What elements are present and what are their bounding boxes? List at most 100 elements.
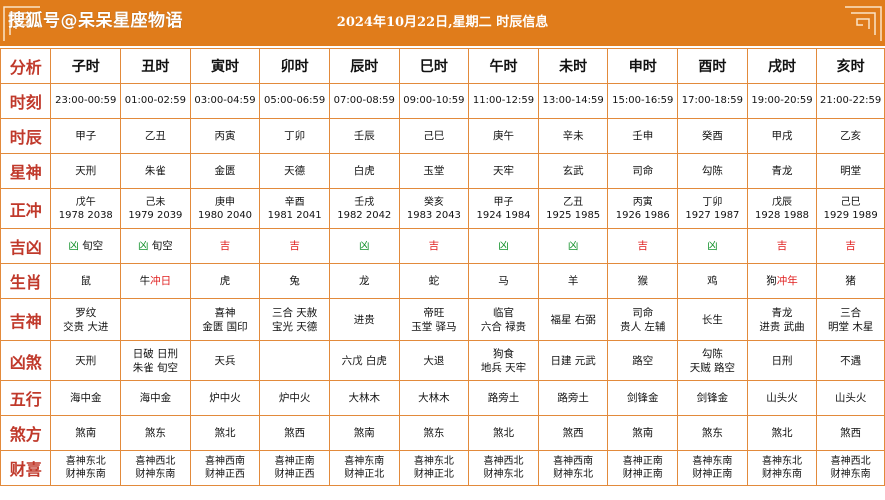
cell-jixiong: 吉	[816, 228, 885, 264]
zhengchong-line: 1978 2038	[58, 209, 113, 221]
xiongsha-line: 狗食	[493, 347, 515, 360]
jishen-line: 临官	[493, 306, 515, 319]
shengxiao-mark: 猴	[637, 275, 649, 287]
caixi-line: 财神正西	[205, 469, 246, 480]
caixi-line: 喜神东南	[344, 456, 385, 467]
cell-shichen: 乙亥	[816, 118, 885, 154]
cell-xiongsha: 不遇	[816, 340, 885, 381]
cell-shengxiao: 蛇	[398, 263, 470, 299]
cell-zhengchong: 丁卯 1927 1987	[677, 188, 748, 229]
row-time: 时刻 23:00-00:59 01:00-02:59 03:00-04:59 05:00…	[0, 83, 885, 119]
jixiong-mark: 凶	[68, 240, 79, 252]
cell-time: 21:00-22:59	[816, 83, 885, 119]
caixi-line: 财神正南	[622, 469, 663, 480]
cell-zhengchong: 庚申 1980 2040	[189, 188, 261, 229]
cell-name: 未时	[537, 48, 609, 84]
zhengchong-line: 1926 1986	[615, 209, 670, 221]
cell-shafang: 煞北	[746, 415, 818, 451]
cell-jixiong: 凶	[677, 228, 748, 264]
jishen-line: 宝光 天德	[271, 320, 318, 333]
jishen-line: 交贵 大进	[63, 320, 109, 333]
caixi-line: 财神正南	[692, 469, 733, 480]
cell-jishen: 福星 右弼	[537, 298, 609, 341]
cell-caixi: 喜神西北 财神东北	[468, 450, 539, 486]
cell-wuxing: 海中金	[50, 380, 122, 416]
row-label: 五行	[0, 380, 52, 416]
cell-jixiong: 凶	[328, 228, 400, 264]
caixi-line: 财神东北	[553, 469, 594, 480]
cell-xingshen: 玄武	[537, 153, 609, 189]
jixiong-mark: 吉	[637, 240, 649, 252]
cell-xiongsha	[259, 340, 330, 381]
cell-shafang: 煞西	[537, 415, 609, 451]
xiongsha-line: 地兵 天牢	[480, 361, 527, 374]
shengxiao-mark: 冲日	[150, 275, 172, 287]
cell-wuxing: 山头火	[816, 380, 885, 416]
cell-jixiong: 吉	[259, 228, 330, 264]
corner-ornament-left-icon	[3, 6, 40, 41]
zhengchong-line: 己巳	[840, 196, 861, 208]
cell-xiongsha: 大退	[398, 340, 470, 381]
cell-jishen: 青龙 进贵 武曲	[746, 298, 818, 341]
shengxiao-mark: 蛇	[428, 275, 440, 287]
cell-shafang: 煞北	[468, 415, 539, 451]
jishen-line: 三合	[840, 306, 862, 319]
xiongsha-line: 日建 元武	[550, 354, 596, 367]
cell-name: 寅时	[189, 48, 261, 84]
cell-zhengchong: 癸亥 1983 2043	[398, 188, 470, 229]
cell-shengxiao: 虎	[189, 263, 261, 299]
cell-shichen: 己巳	[398, 118, 470, 154]
xiongsha-line: 路空	[632, 354, 654, 367]
zhengchong-line: 壬戌	[354, 196, 375, 208]
zhengchong-line: 丁卯	[702, 196, 723, 208]
cell-caixi: 喜神东南 财神正南	[677, 450, 748, 486]
cell-caixi: 喜神正南 财神正西	[259, 450, 330, 486]
cell-caixi: 喜神东南 财神正北	[328, 450, 400, 486]
zhengchong-line: 戊辰	[772, 196, 793, 208]
cell-time: 13:00-14:59	[537, 83, 609, 119]
cell-wuxing: 大林木	[328, 380, 400, 416]
cell-time: 03:00-04:59	[189, 83, 261, 119]
cell-xiongsha: 六戊 白虎	[328, 340, 400, 381]
xiongsha-line: 天兵	[214, 354, 236, 367]
row-label: 时辰	[0, 118, 52, 154]
cell-zhengchong: 己巳 1929 1989	[816, 188, 885, 229]
xiongsha-line: 天刑	[75, 354, 97, 367]
row-caixi: 财喜 喜神东北 财神东南 喜神西北 财神东南 喜神西南 财神正西 喜神正南 财神正西 喜神东南 财神…	[0, 450, 885, 486]
cell-wuxing: 大林木	[398, 380, 470, 416]
xiongsha-line: 朱雀 旬空	[132, 361, 179, 374]
xiongsha-line: 日刑	[771, 354, 793, 367]
watermark: 搜狐号@呆呆星座物语	[8, 11, 183, 31]
cell-jixiong: 吉	[189, 228, 261, 264]
cell-shengxiao: 羊	[537, 263, 609, 299]
jishen-line: 罗纹	[75, 306, 97, 319]
row-xiongsha: 凶煞 天刑 日破 日刑 朱雀 旬空 天兵 六戊 白虎 大退 狗食 地兵 天牢 日建 元武 路空 勾陈天…	[0, 340, 885, 381]
cell-shichen: 壬辰	[328, 118, 400, 154]
cell-jishen: 长生	[677, 298, 748, 341]
jishen-line: 进贵	[353, 313, 375, 326]
jixiong-mark: 凶	[359, 240, 370, 252]
row-label: 生肖	[0, 263, 52, 299]
caixi-line: 喜神西北	[483, 456, 524, 467]
cell-zhengchong: 戊午 1978 2038	[50, 188, 122, 229]
cell-caixi: 喜神西南 财神东北	[537, 450, 609, 486]
cell-zhengchong: 丙寅 1926 1986	[607, 188, 679, 229]
caixi-line: 财神东南	[65, 469, 106, 480]
caixi-line: 喜神东北	[413, 456, 454, 467]
zhengchong-line: 癸亥	[423, 196, 444, 208]
zhengchong-line: 1982 2042	[337, 209, 392, 221]
xiongsha-line: 六戊 白虎	[341, 354, 387, 367]
cell-jishen: 临官 六合 禄贵	[468, 298, 539, 341]
cell-shafang: 煞西	[259, 415, 330, 451]
cell-xingshen: 天牢	[468, 153, 539, 189]
cell-name: 亥时	[816, 48, 885, 84]
row-jixiong: 吉凶凶 旬空凶 旬空吉吉凶吉凶凶吉凶吉吉	[0, 228, 885, 264]
jixiong-mark: 吉	[428, 240, 440, 252]
cell-xingshen: 司命	[607, 153, 679, 189]
cell-jishen: 三合 天赦 宝光 天德	[259, 298, 330, 341]
cell-shafang: 煞北	[189, 415, 261, 451]
cell-zhengchong: 甲子 1924 1984	[468, 188, 539, 229]
jixiong-mark: 旬空	[148, 240, 173, 252]
zhengchong-line: 1980 2040	[197, 209, 253, 221]
cell-xiongsha: 狗食 地兵 天牢	[468, 340, 539, 381]
